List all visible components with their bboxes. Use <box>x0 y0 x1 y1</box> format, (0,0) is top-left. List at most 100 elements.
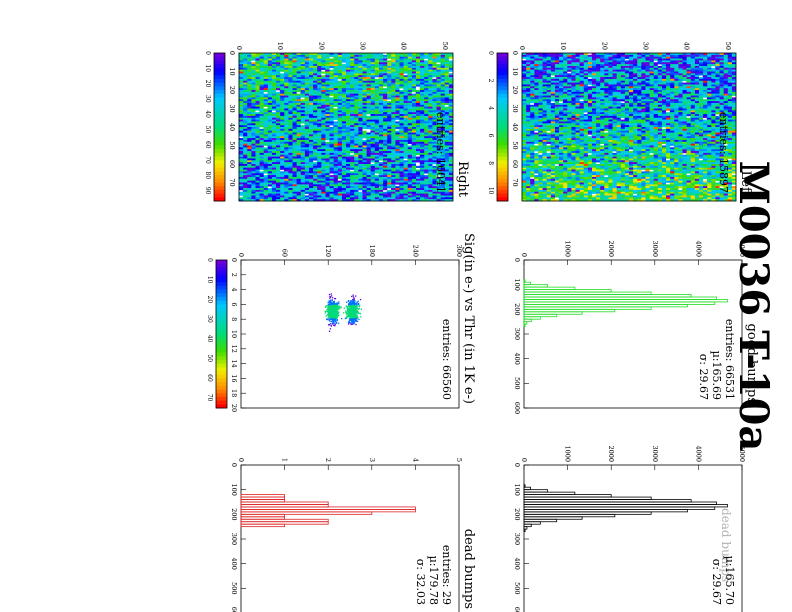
left-map-cell <box>632 139 638 143</box>
left-map-cell <box>661 186 667 189</box>
left-map-cell <box>632 78 638 82</box>
left-map-cell <box>604 101 609 104</box>
left-map-cell <box>706 62 712 65</box>
all-bumps-x-tick-label: 400 <box>513 557 521 569</box>
left-map-cell <box>571 143 576 146</box>
left-map-cell <box>612 60 617 63</box>
left-map-cell <box>661 117 667 120</box>
sig-vs-thr-point <box>353 312 355 315</box>
left-map-cell <box>591 67 597 70</box>
left-map-cell <box>566 152 572 156</box>
left-map-cell <box>571 84 576 87</box>
left-map-cell <box>624 160 629 163</box>
left-map-cell <box>727 90 732 93</box>
left-map-cell <box>690 197 695 200</box>
left-map-cell <box>571 99 576 102</box>
left-map-cell <box>579 73 584 76</box>
left-map-cell <box>731 164 736 167</box>
left-map-cell <box>702 184 708 187</box>
left-map-cell <box>665 112 671 115</box>
left-map-cell <box>715 58 720 61</box>
left-map-cell <box>698 143 704 146</box>
left-map-cell <box>562 143 568 146</box>
left-map-cell <box>566 90 572 93</box>
left-map-cell <box>608 145 613 148</box>
left-map-cell <box>591 175 597 178</box>
left-map-cell <box>587 101 592 104</box>
left-map-cell <box>731 158 736 161</box>
left-map-cell <box>599 134 605 137</box>
sig-vs-thr-x-tick-label: 16 <box>230 374 238 382</box>
left-map-cell <box>645 180 650 183</box>
left-map-cell <box>554 90 560 93</box>
left-map-cell <box>645 78 650 82</box>
left-map-cell <box>669 86 675 89</box>
left-map-cell <box>727 65 732 69</box>
left-map-cell <box>690 136 695 139</box>
left-map-cell <box>731 108 736 111</box>
left-map-cell <box>591 156 597 159</box>
left-map-cell <box>694 143 699 146</box>
left-map-cell <box>612 139 617 143</box>
sig-vs-thr-point <box>324 312 327 314</box>
left-map-cell <box>715 80 720 83</box>
left-map-cell <box>632 117 638 120</box>
left-map-cell <box>604 73 609 76</box>
left-map-cell <box>583 78 588 82</box>
left-map-cell <box>661 54 667 57</box>
left-map-cell <box>665 128 671 132</box>
left-map-cell <box>579 119 584 122</box>
left-map-cell <box>575 143 580 146</box>
left-map-cell <box>632 56 638 59</box>
left-map-cell <box>624 71 629 74</box>
left-map-cell <box>669 64 675 67</box>
left-map-cell <box>657 188 662 191</box>
left-map-cell <box>575 197 580 200</box>
left-map-cell <box>669 173 675 176</box>
sig-vs-thr-point <box>356 318 358 320</box>
left-map-cell <box>571 197 576 200</box>
left-map-cell <box>558 160 564 163</box>
left-map-cell <box>587 175 592 178</box>
left-map-cell <box>690 162 695 165</box>
left-map-cell <box>566 197 572 200</box>
left-map-cell <box>645 93 650 96</box>
left-map-cell <box>641 167 646 170</box>
sig-vs-thr-point <box>346 315 348 318</box>
left-map-cell <box>686 104 691 107</box>
left-map-cell <box>562 56 568 59</box>
left-map-cell <box>702 189 708 193</box>
left-map-cell <box>636 84 642 87</box>
left-map-cell <box>566 164 572 167</box>
left-map-cell <box>673 112 679 115</box>
left-map-cell <box>628 188 634 191</box>
left-map-cell <box>649 186 654 189</box>
left-map-cell <box>665 86 671 89</box>
left-map-cell <box>641 191 646 194</box>
all-bumps-y-tick-label: 1000 <box>564 445 572 462</box>
left-map-cell <box>636 136 642 139</box>
left-map-cell <box>649 115 654 119</box>
sig-vs-thr-colorbar-cell <box>216 260 227 265</box>
left-map-cell <box>624 149 629 152</box>
left-map-cell <box>702 88 708 91</box>
left-map-cell <box>665 78 671 82</box>
left-map-cell <box>645 154 650 157</box>
left-map-cell <box>608 65 613 69</box>
left-map-cell <box>641 151 646 154</box>
left-map-cell <box>727 91 732 94</box>
left-map-cell <box>653 78 658 82</box>
left-map-cell <box>554 182 560 185</box>
all-bumps-x-tick-label: 0 <box>513 463 521 467</box>
left-map-cell <box>628 108 634 111</box>
left-map-cell <box>636 165 642 169</box>
left-map-cell <box>649 114 654 117</box>
left-map-cell <box>645 106 650 109</box>
left-map-cell <box>669 108 675 111</box>
left-map-cell <box>645 115 650 119</box>
left-map-cell <box>566 158 572 161</box>
left-map-cell <box>711 193 716 196</box>
left-map-cell <box>673 82 679 85</box>
left-map-cell <box>591 117 597 120</box>
left-map-cell <box>711 102 716 106</box>
